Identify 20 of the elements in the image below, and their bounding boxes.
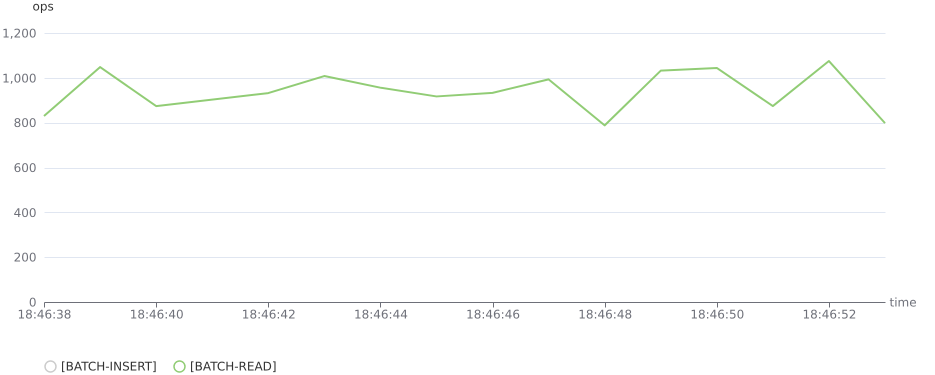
x-tick-label: 18:46:52 (802, 308, 856, 322)
y-tick-label: 1,000 (2, 71, 36, 86)
x-tick-label: 18:46:44 (354, 308, 408, 322)
y-tick-label: 0 (28, 296, 36, 310)
legend-label: [BATCH-READ] (190, 360, 277, 374)
x-tick-label: 18:46:46 (466, 308, 520, 322)
x-tick-label: 18:46:48 (578, 308, 632, 322)
legend-label: [BATCH-INSERT] (61, 360, 157, 374)
x-tick-label: 18:46:40 (130, 308, 184, 322)
y-tick-label: 800 (14, 116, 36, 130)
x-tick-label: 18:46:38 (18, 308, 72, 322)
y-axis-title: ops (32, 0, 54, 14)
x-tick-label: 18:46:42 (242, 308, 296, 322)
x-axis-title: time (890, 296, 917, 310)
y-tick-label: 200 (14, 250, 36, 265)
y-tick-label: 600 (14, 161, 36, 175)
y-tick-label: 400 (14, 206, 36, 220)
y-tick-label: 1,200 (2, 26, 36, 40)
line-series (43, 60, 886, 126)
x-tick-label: 18:46:50 (690, 308, 744, 322)
